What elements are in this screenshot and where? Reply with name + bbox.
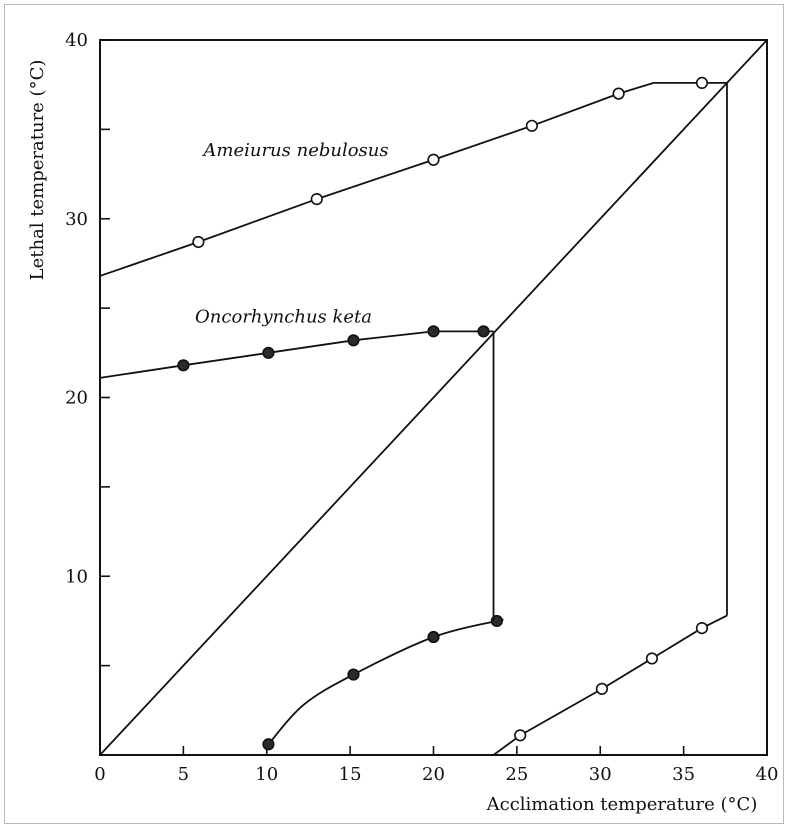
oncorhynchus-keta-lower-line [267, 618, 504, 745]
ameiurus-nebulosus-upper-point [525, 119, 538, 132]
ameiurus-nebulosus-label: Ameiurus nebulosus [201, 140, 388, 161]
oncorhynchus-keta-upper-point [477, 325, 490, 338]
ameiurus-nebulosus-upper-line [99, 82, 727, 277]
oncorhynchus-keta-upper-point [427, 325, 440, 338]
reference-line-group [99, 39, 768, 756]
y-tick-label: 10 [65, 566, 88, 587]
oncorhynchus-keta-upper-line [99, 330, 494, 379]
y-tick-label: 30 [65, 209, 88, 230]
ameiurus-nebulosus-upper-point [427, 153, 440, 166]
series-group [99, 76, 728, 756]
ameiurus-nebulosus-upper-point [695, 76, 709, 89]
ameiurus-nebulosus-upper-point [192, 235, 205, 249]
oncorhynchus-keta-lower-point [427, 630, 440, 644]
ameiurus-nebulosus-lower-point [695, 621, 709, 635]
x-tick-label: 40 [756, 764, 779, 785]
ameiurus-nebulosus-upper-point [612, 87, 625, 100]
oncorhynchus-keta-lower-point [347, 668, 360, 681]
ameiurus-nebulosus-lower-point [595, 682, 609, 695]
y-axis-label: Lethal temperature (°C) [27, 60, 48, 281]
oncorhynchus-keta-lower-point [262, 738, 275, 751]
oncorhynchus-keta-upper-point [347, 334, 360, 347]
y-tick-label: 40 [65, 30, 88, 51]
x-tick-label: 25 [505, 764, 528, 785]
x-axis-label: Acclimation temperature (°C) [486, 794, 758, 815]
y-tick-label: 20 [65, 388, 88, 409]
oncorhynchus-keta-upper-point [177, 359, 190, 372]
x-tick-label: 10 [255, 764, 278, 785]
x-tick-label: 0 [94, 764, 105, 785]
oncorhynchus-keta-label: Oncorhynchus keta [195, 306, 372, 327]
labels-group: Acclimation temperature (°C) Lethal tempe… [27, 60, 757, 815]
ameiurus-nebulosus-lower-point [645, 652, 659, 665]
ameiurus-nebulosus-lower-point [514, 729, 527, 742]
x-tick-label: 35 [672, 764, 695, 785]
chart-frame [4, 4, 784, 824]
x-tick-label: 5 [178, 764, 189, 785]
axes: 0 5 10 15 20 25 30 35 40 10 20 30 40 [65, 30, 778, 785]
x-tick-label: 20 [422, 764, 445, 785]
reference-line [99, 39, 768, 756]
ameiurus-nebulosus-upper-point [310, 192, 323, 206]
oncorhynchus-keta-upper-point [262, 346, 275, 359]
x-tick-label: 30 [589, 764, 612, 785]
ameiurus-nebulosus-lower-line [492, 614, 728, 756]
x-tick-label: 15 [339, 764, 362, 785]
